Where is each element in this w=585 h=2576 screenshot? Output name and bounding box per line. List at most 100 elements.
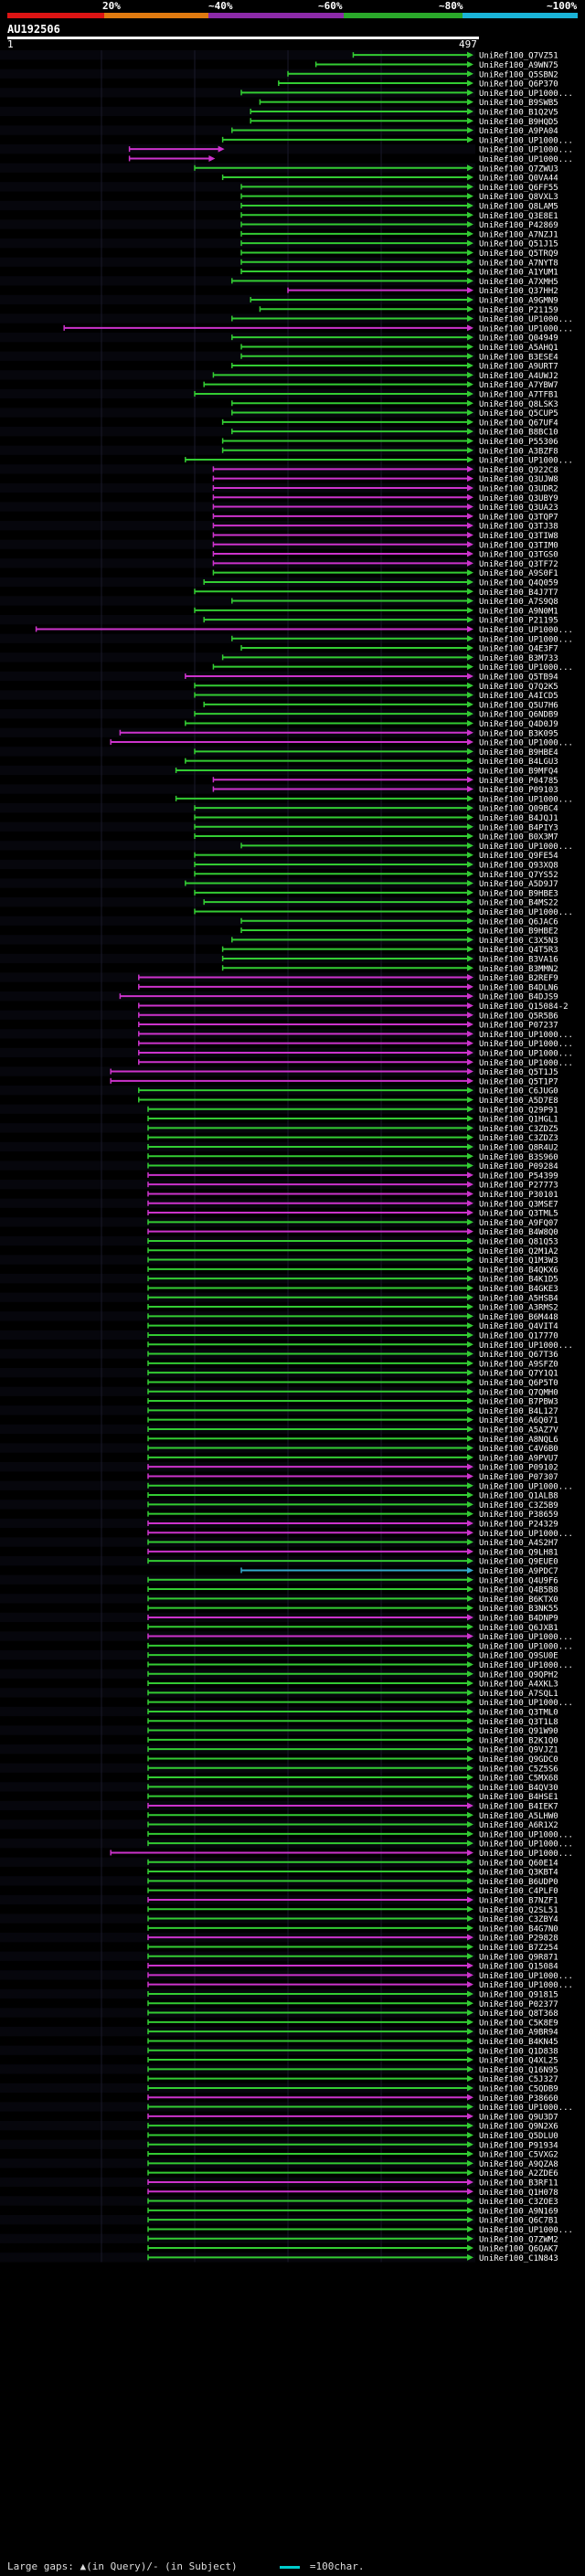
- hit-label: UniRef100_Q15084-2: [479, 1002, 569, 1012]
- hit-arrow: [467, 964, 473, 971]
- hit-label: UniRef100_Q7QMH0: [479, 1388, 558, 1397]
- hit-label: UniRef100_C3ZDZ3: [479, 1134, 558, 1143]
- hit-arrow: [467, 889, 473, 896]
- hit-arrow: [467, 353, 473, 360]
- hit-arrow: [467, 1821, 473, 1829]
- hit-label: UniRef100_Q4B5B8: [479, 1586, 558, 1595]
- hit-arrow: [467, 644, 473, 652]
- hit-arrow: [467, 456, 473, 463]
- hit-label: UniRef100_B3MMN2: [479, 965, 558, 974]
- hit-label: UniRef100_B6UDP0: [479, 1878, 558, 1887]
- hit-arrow: [467, 1953, 473, 1960]
- hit-arrow: [467, 99, 473, 106]
- hit-arrow: [467, 673, 473, 680]
- hit-label: UniRef100_C5J327: [479, 2075, 558, 2084]
- hit-arrow: [467, 1246, 473, 1254]
- hit-label: UniRef100_P02377: [479, 2000, 558, 2009]
- hit-arrow: [467, 1793, 473, 1800]
- hit-label: UniRef100_Q5TRQ9: [479, 249, 558, 259]
- hit-label: UniRef100_Q3TGS0: [479, 551, 558, 560]
- hit-arrow: [467, 1765, 473, 1772]
- row-band: [0, 69, 475, 79]
- hit-label: UniRef100_B4PIY3: [479, 823, 558, 832]
- hit-arrow: [467, 729, 473, 737]
- hit-label: UniRef100_B4LGU3: [479, 758, 558, 767]
- hit-arrow: [208, 154, 216, 162]
- hit-label: UniRef100_B4DNP9: [479, 1614, 558, 1623]
- hit-label: UniRef100_B3S960: [479, 1153, 558, 1162]
- hit-label: UniRef100_Q81Q53: [479, 1237, 558, 1246]
- hit-label: UniRef100_Q29P91: [479, 1106, 558, 1115]
- hit-label: UniRef100_A9PDC7: [479, 1567, 558, 1576]
- hit-label: UniRef100_P24329: [479, 1520, 558, 1529]
- hit-label: UniRef100_Q3UDR2: [479, 484, 558, 493]
- hit-arrow: [467, 2216, 473, 2223]
- hit-label: UniRef100_B7NZF1: [479, 1896, 558, 1905]
- hit-label: UniRef100_Q5CUP5: [479, 409, 558, 419]
- hit-label: UniRef100_Q4Q059: [479, 578, 558, 588]
- hit-arrow: [467, 174, 473, 181]
- hit-label: UniRef100_UP1000...: [479, 146, 573, 155]
- hit-label: UniRef100_Q60E14: [479, 1859, 558, 1868]
- hit-label: UniRef100_Q3KBT4: [479, 1869, 558, 1878]
- hit-label: UniRef100_B4HSE1: [479, 1793, 558, 1802]
- hit-arrow: [467, 1106, 473, 1113]
- hit-label: UniRef100_UP1000...: [479, 1059, 573, 1068]
- hit-label: UniRef100_B3M733: [479, 654, 558, 663]
- hit-label: UniRef100_B9HBE3: [479, 889, 558, 898]
- hit-label: UniRef100_A9WN75: [479, 61, 558, 70]
- hit-arrow: [467, 381, 473, 388]
- hit-label: UniRef100_P91934: [479, 2141, 558, 2150]
- hit-label: UniRef100_UP1000...: [479, 1972, 573, 1981]
- hit-label: UniRef100_A9URT7: [479, 363, 558, 372]
- hit-label: UniRef100_Q922C8: [479, 466, 558, 475]
- hit-label: UniRef100_A9QZA8: [479, 2160, 558, 2169]
- hit-label: UniRef100_P29828: [479, 1935, 558, 1944]
- hit-arrow: [467, 287, 473, 294]
- hit-arrow: [467, 880, 473, 887]
- hit-arrow: [467, 1633, 473, 1640]
- hit-label: UniRef100_C3ZBY4: [479, 1915, 558, 1924]
- hit-label: UniRef100_UP1000...: [479, 1031, 573, 1040]
- hit-label: UniRef100_B9SWB5: [479, 99, 558, 108]
- legend-bar-3: [208, 13, 344, 18]
- hit-label: UniRef100_A5D7E8: [479, 1097, 558, 1106]
- hit-label: UniRef100_A9SFZ0: [479, 1360, 558, 1369]
- hit-arrow: [467, 2037, 473, 2044]
- hit-arrow: [467, 541, 473, 548]
- hit-arrow: [467, 983, 473, 991]
- hit-label: UniRef100_Q6C7B1: [479, 2217, 558, 2226]
- hit-label: UniRef100_UP1000...: [479, 795, 573, 804]
- hit-arrow: [467, 277, 473, 284]
- hit-arrow: [467, 1445, 473, 1452]
- hit-arrow: [467, 2207, 473, 2214]
- hit-arrow: [467, 1012, 473, 1019]
- hit-arrow: [467, 447, 473, 454]
- row-band: [0, 916, 475, 926]
- hit-arrow: [467, 795, 473, 802]
- hit-arrow: [467, 2056, 473, 2063]
- hit-arrow: [467, 1472, 473, 1479]
- hit-label: UniRef100_B4QV30: [479, 1784, 558, 1793]
- hit-label: UniRef100_Q6JAC6: [479, 917, 558, 927]
- hit-arrow: [467, 1482, 473, 1489]
- row-band: [0, 239, 475, 249]
- hit-label: UniRef100_UP1000...: [479, 1341, 573, 1351]
- hit-label: UniRef100_B3RF11: [479, 2178, 558, 2188]
- hit-label: UniRef100_Q8LAM5: [479, 202, 558, 211]
- hit-label: UniRef100_Q3UBY9: [479, 494, 558, 504]
- hit-label: UniRef100_A9GMN9: [479, 296, 558, 305]
- hit-arrow: [467, 1774, 473, 1781]
- legend-label-40: ~40%: [208, 0, 233, 12]
- query-bar: [7, 37, 479, 39]
- hit-arrow: [467, 861, 473, 868]
- hit-label: UniRef100_UP1000...: [479, 1661, 573, 1670]
- hit-label: UniRef100_B3K095: [479, 729, 558, 738]
- hit-label: UniRef100_Q7VZ51: [479, 52, 558, 61]
- hit-label: UniRef100_Q3TQP7: [479, 513, 558, 522]
- hit-arrow: [467, 2159, 473, 2167]
- hit-label: UniRef100_Q51J15: [479, 240, 558, 249]
- hit-label: UniRef100_UP1000...: [479, 315, 573, 324]
- hit-arrow: [467, 136, 473, 143]
- hit-arrow: [467, 211, 473, 218]
